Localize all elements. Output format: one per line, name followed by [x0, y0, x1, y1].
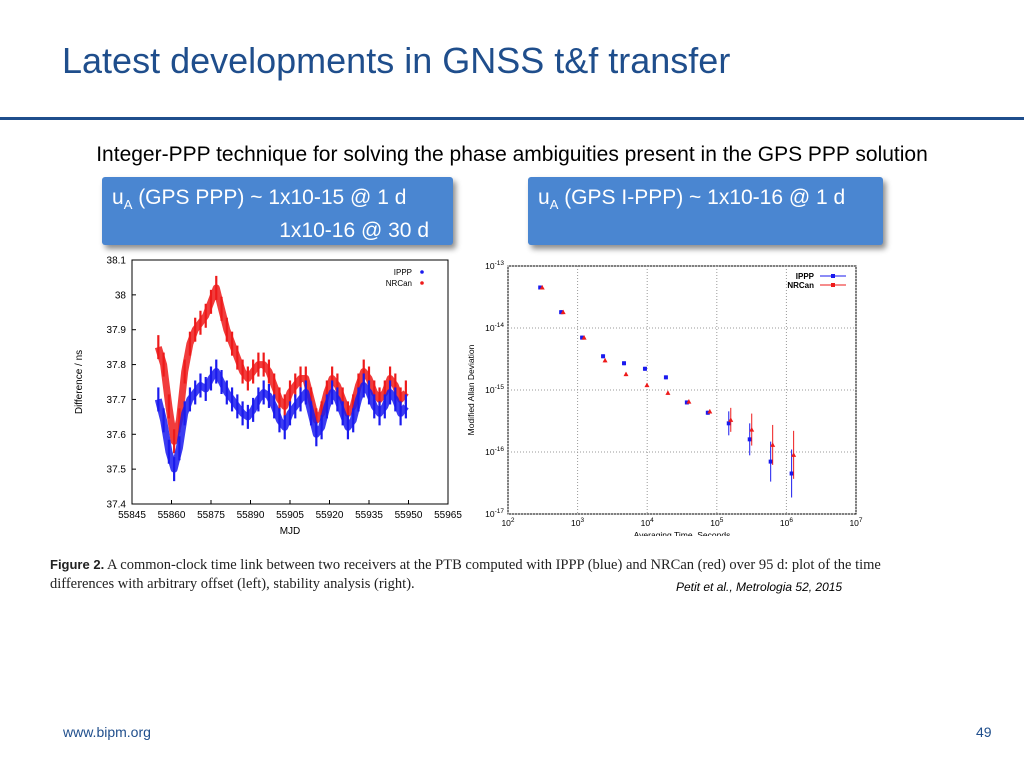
slide-subtitle: Integer-PPP technique for solving the ph… [96, 143, 928, 166]
data-point-nrcan [623, 371, 629, 377]
callout-gps-ppp: uA (GPS PPP) ~ 1x10-15 @ 1 d 1x10-16 @ 3… [102, 177, 453, 245]
data-point-ippp [726, 421, 731, 426]
data-point-nrcan [602, 357, 608, 363]
x-tick-label: 55845 [118, 510, 146, 521]
data-point-ippp [538, 285, 543, 290]
figure-caption: Figure 2. A common-clock time link betwe… [50, 555, 890, 594]
allan-deviation-chart: 102 103 104 105 106 107 10-17 10-16 10-15 10-14 10… [466, 260, 863, 536]
data-point-nrcan [581, 335, 587, 340]
callout-right-line1: (GPS I-PPP) ~ 1x10-16 @ 1 d [558, 186, 846, 209]
citation: Petit et al., Metrologia 52, 2015 [676, 580, 843, 594]
callout-left-u: u [112, 186, 124, 209]
data-point-ippp [768, 459, 773, 464]
data-point-nrcan [791, 452, 797, 457]
page-number: 49 [976, 724, 992, 740]
legend-label: NRCan [386, 279, 412, 288]
x-axis-label: MJD [280, 526, 301, 535]
y-tick-label: 37.7 [107, 395, 127, 406]
data-point-ippp [601, 354, 606, 359]
data-point-ippp [663, 375, 668, 380]
legend-marker [831, 283, 835, 287]
callout-left-sub: A [123, 197, 133, 213]
data-point-nrcan [665, 390, 671, 395]
y-tick-label: 37.6 [107, 430, 127, 441]
y-tick-label: 10-13 [485, 260, 504, 271]
data-point-nrcan [749, 427, 755, 432]
callout-left-line1: (GPS PPP) ~ 1x10-15 @ 1 d [132, 186, 407, 209]
y-tick-label: 38.1 [107, 256, 127, 267]
x-tick-label: 104 [641, 517, 654, 528]
callout-right-sub: A [549, 197, 559, 213]
data-point-nrcan [770, 442, 776, 447]
data-point-nrcan [644, 382, 650, 388]
x-tick-label: 55890 [237, 510, 265, 521]
callout-gps-i-ppp: uA (GPS I-PPP) ~ 1x10-16 @ 1 d [528, 177, 883, 245]
data-point-nrcan [686, 399, 692, 404]
legend-label: NRCan [787, 281, 814, 290]
data-point-nrcan [560, 309, 566, 315]
figure-caption-label: Figure 2. [50, 557, 105, 572]
y-tick-label: 10-17 [485, 508, 504, 519]
y-tick-label: 37.4 [107, 500, 127, 511]
legend-marker [420, 281, 424, 285]
y-tick-label: 37.8 [107, 360, 127, 371]
legend-label: IPPP [394, 268, 412, 277]
y-tick-label: 10-15 [485, 384, 504, 395]
y-tick-label: 37.9 [107, 325, 127, 336]
data-point-ippp [747, 437, 752, 442]
x-tick-label: 102 [501, 517, 514, 528]
figure-caption-text: A common-clock time link between two rec… [50, 557, 881, 592]
y-tick-label: 37.5 [107, 465, 127, 476]
y-axis-label: Modified Allan Deviation [466, 344, 476, 435]
x-tick-label: 103 [571, 517, 584, 528]
data-point-ippp [580, 335, 585, 340]
data-point-ippp [559, 310, 564, 315]
data-point-nrcan [728, 417, 734, 422]
legend-marker [420, 270, 424, 274]
data-point-ippp [684, 400, 689, 405]
legend-label: IPPP [796, 272, 815, 281]
legend-marker [831, 274, 835, 278]
x-tick-label: 55920 [316, 510, 344, 521]
y-tick-label: 10-16 [485, 446, 504, 457]
data-point-ippp [622, 361, 627, 366]
callout-right-u: u [538, 186, 550, 209]
time-difference-chart: 55845 55860 55875 55890 55905 55920 55935 55950… [74, 256, 462, 536]
callout-left-line2: 1x10-16 @ 30 d [279, 219, 429, 243]
x-tick-label: 106 [780, 517, 793, 528]
x-tick-label: 55905 [276, 510, 304, 521]
x-tick-label: 55935 [355, 510, 383, 521]
data-point-ippp [789, 471, 794, 476]
x-tick-label: 55950 [395, 510, 423, 521]
x-tick-label: 55965 [434, 510, 462, 521]
data-point-nrcan [707, 409, 713, 414]
data-point-ippp [642, 366, 647, 371]
slide-title: Latest developments in GNSS t&f transfer [62, 40, 731, 81]
x-tick-label: 107 [849, 517, 862, 528]
footer-url[interactable]: www.bipm.org [63, 724, 151, 740]
y-tick-label: 38 [115, 290, 127, 301]
x-tick-label: 55875 [197, 510, 225, 521]
x-tick-label: 55860 [158, 510, 186, 521]
x-tick-label: 105 [710, 517, 723, 528]
title-rule [0, 117, 1024, 120]
y-tick-label: 10-14 [485, 322, 504, 333]
x-axis-label: Averaging Time, Seconds [634, 530, 731, 536]
data-point-nrcan [539, 285, 545, 290]
y-axis-label: Difference / ns [74, 350, 85, 414]
